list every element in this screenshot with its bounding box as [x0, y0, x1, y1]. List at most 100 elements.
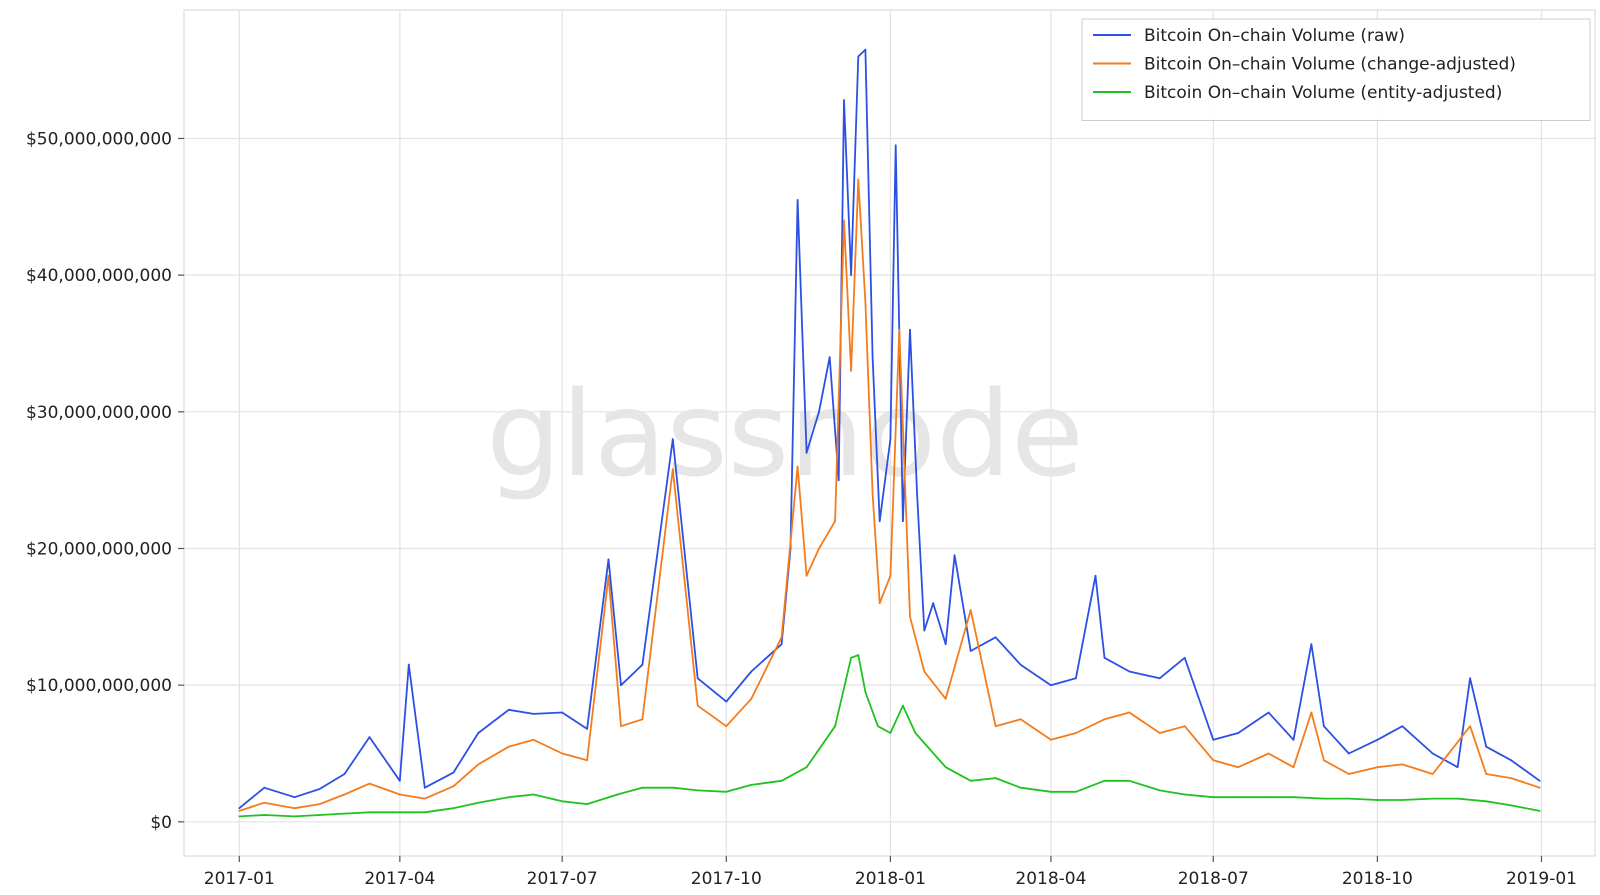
- series-point: [1075, 790, 1077, 793]
- series-point: [889, 438, 892, 441]
- series-point: [1019, 663, 1022, 666]
- series-point: [1401, 725, 1404, 728]
- series-point: [1401, 763, 1404, 766]
- series-point: [914, 732, 917, 734]
- series-point: [1376, 799, 1379, 801]
- series-point: [452, 785, 455, 788]
- legend: Bitcoin On–chain Volume (raw) Bitcoin On–…: [1081, 18, 1591, 121]
- series-point: [586, 759, 588, 762]
- series-point: [750, 670, 753, 673]
- series-point: [1128, 711, 1131, 714]
- series-point: [293, 796, 296, 799]
- series-point: [1212, 759, 1215, 762]
- series-point: [398, 793, 401, 796]
- series-point: [850, 369, 852, 372]
- x-tick-label: 2018-07: [1178, 869, 1249, 889]
- series-point: [1237, 766, 1240, 769]
- series-point: [1347, 797, 1350, 800]
- series-point: [507, 796, 510, 799]
- series-point: [586, 728, 588, 730]
- x-tick-label: 2017-10: [691, 869, 762, 889]
- series-point: [238, 815, 241, 818]
- series-point: [1347, 752, 1350, 755]
- series-line: [239, 178, 1540, 812]
- series-point: [725, 790, 728, 793]
- series-point: [864, 48, 867, 51]
- series-point: [725, 700, 728, 703]
- series-point: [1237, 732, 1240, 734]
- series-point: [780, 643, 783, 646]
- legend-label: Bitcoin On–chain Volume (raw): [1144, 26, 1405, 46]
- series-point: [969, 779, 972, 782]
- series-point: [671, 438, 674, 441]
- series-point: [532, 793, 535, 796]
- series-point: [368, 811, 371, 814]
- legend-label: Bitcoin On–chain Volume (change-adjusted…: [1144, 55, 1516, 75]
- series-point: [696, 704, 699, 707]
- watermark: glassnode: [486, 365, 1083, 503]
- x-tick-label: 2017-04: [364, 869, 435, 889]
- series-point: [671, 468, 674, 471]
- series-point: [1158, 677, 1161, 680]
- series-point: [994, 636, 997, 639]
- series-point: [1431, 752, 1434, 755]
- series-point: [561, 752, 564, 755]
- series-point: [423, 786, 426, 789]
- series-point: [953, 554, 956, 557]
- series-point: [857, 654, 860, 656]
- series-point: [818, 410, 820, 413]
- series-point: [1103, 718, 1106, 721]
- series-point: [561, 800, 564, 803]
- series-point: [1050, 738, 1052, 741]
- series-point: [1469, 725, 1471, 728]
- x-tick-label: 2019-01: [1506, 869, 1577, 889]
- series-point: [1310, 711, 1313, 714]
- y-tick-label: $50,000,000,000: [26, 129, 172, 149]
- series-point: [607, 558, 610, 561]
- series-point: [1103, 779, 1106, 782]
- series-point: [850, 274, 852, 276]
- series-point: [477, 732, 480, 734]
- series-point: [1292, 738, 1295, 741]
- y-tick-label: $20,000,000,000: [26, 539, 172, 559]
- series-point: [877, 725, 879, 728]
- y-tick-label: $30,000,000,000: [26, 403, 172, 423]
- series-point: [969, 650, 972, 652]
- series-point: [1485, 745, 1488, 748]
- series-point: [1103, 656, 1106, 659]
- series-point: [1050, 684, 1052, 687]
- series-point: [343, 793, 346, 796]
- series-point: [343, 773, 346, 775]
- legend-label: Bitcoin On–chain Volume (entity-adjusted…: [1144, 83, 1502, 103]
- series-point: [507, 708, 510, 711]
- series-point: [1347, 773, 1350, 775]
- series-point: [561, 711, 564, 714]
- series-point: [452, 807, 455, 810]
- series-point: [909, 615, 911, 618]
- series-point: [238, 810, 241, 812]
- series-point: [641, 786, 644, 789]
- series-point: [864, 691, 867, 693]
- series-point: [620, 684, 622, 687]
- series-point: [969, 609, 972, 611]
- series-point: [620, 725, 622, 728]
- series-point: [532, 738, 535, 741]
- series-point: [889, 732, 892, 734]
- series-point: [398, 811, 401, 814]
- series-point: [944, 766, 947, 769]
- x-tick-label: 2017-01: [204, 869, 275, 889]
- series-point: [368, 736, 371, 738]
- series-point: [671, 786, 674, 789]
- series-point: [1485, 773, 1488, 775]
- series-point: [1050, 790, 1052, 793]
- series-point: [850, 656, 852, 659]
- series-point: [805, 766, 808, 769]
- series-point: [293, 807, 296, 810]
- series-point: [923, 629, 926, 632]
- series-point: [1292, 766, 1295, 769]
- series-point: [1401, 799, 1404, 801]
- plot-frame: [183, 9, 1596, 857]
- series-point: [750, 697, 753, 700]
